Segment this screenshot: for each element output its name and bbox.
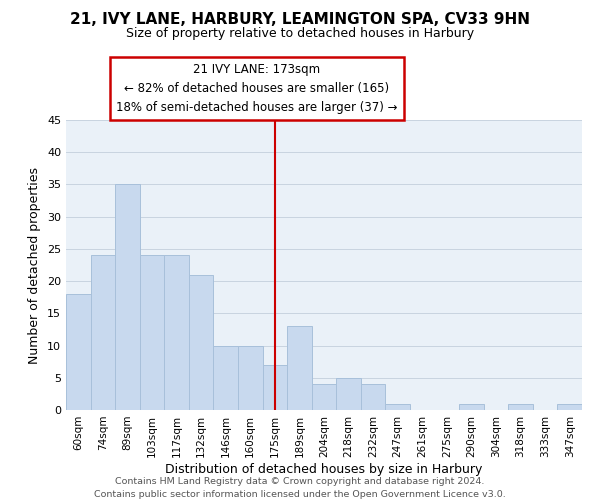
Bar [312,384,336,410]
Bar [557,404,582,410]
Bar [361,384,385,410]
Bar [140,256,164,410]
Text: Contains HM Land Registry data © Crown copyright and database right 2024.: Contains HM Land Registry data © Crown c… [115,478,485,486]
Bar [459,404,484,410]
Bar [385,404,410,410]
Bar [66,294,91,410]
X-axis label: Distribution of detached houses by size in Harbury: Distribution of detached houses by size … [166,462,482,475]
Bar [115,184,140,410]
Bar [336,378,361,410]
Text: 21, IVY LANE, HARBURY, LEAMINGTON SPA, CV33 9HN: 21, IVY LANE, HARBURY, LEAMINGTON SPA, C… [70,12,530,28]
Text: Contains public sector information licensed under the Open Government Licence v3: Contains public sector information licen… [94,490,506,499]
Bar [214,346,238,410]
Bar [238,346,263,410]
Y-axis label: Number of detached properties: Number of detached properties [28,166,41,364]
Bar [91,256,115,410]
Text: Size of property relative to detached houses in Harbury: Size of property relative to detached ho… [126,28,474,40]
Bar [263,365,287,410]
Bar [508,404,533,410]
Bar [287,326,312,410]
Text: 21 IVY LANE: 173sqm
← 82% of detached houses are smaller (165)
18% of semi-detac: 21 IVY LANE: 173sqm ← 82% of detached ho… [116,63,398,114]
Bar [189,274,214,410]
Bar [164,256,189,410]
